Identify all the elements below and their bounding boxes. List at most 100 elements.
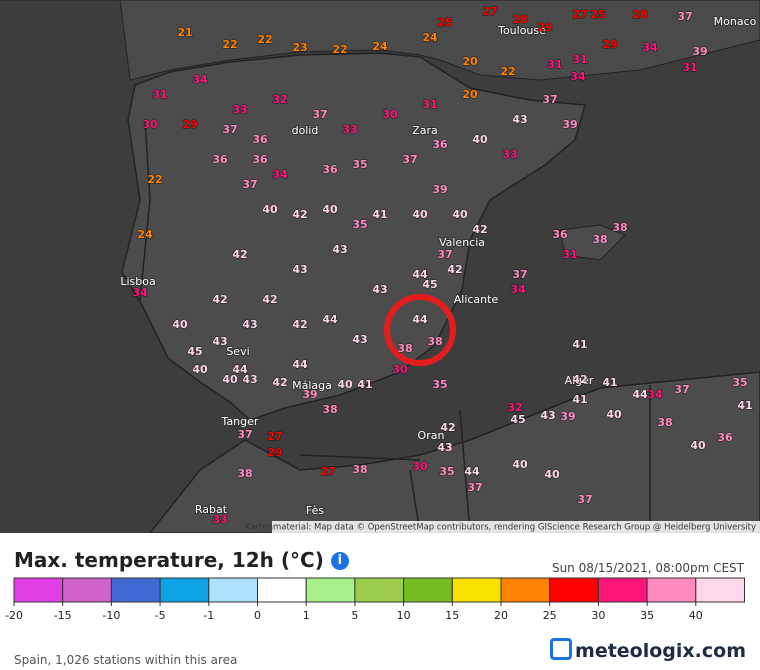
station-value: 43 xyxy=(372,283,387,296)
station-value: 27 xyxy=(482,5,497,18)
legend-label: 10 xyxy=(397,609,411,622)
france-land xyxy=(0,0,760,81)
station-value: 34 xyxy=(272,168,288,181)
legend-swatch xyxy=(257,577,307,603)
station-value: 44 xyxy=(232,363,248,376)
title: Max. temperature, 12h (°C) i xyxy=(14,548,349,572)
legend-label: 15 xyxy=(445,609,459,622)
logo-text: meteologix.com xyxy=(575,640,746,662)
station-value: 31 xyxy=(547,58,562,71)
legend-swatch xyxy=(354,577,405,603)
station-value: 42 xyxy=(272,376,287,389)
legend-swatch xyxy=(549,577,599,603)
station-value: 31 xyxy=(572,53,587,66)
station-value: 29 xyxy=(537,21,552,34)
station-value: 37 xyxy=(512,268,527,281)
station-value: 41 xyxy=(572,393,587,406)
station-value: 29 xyxy=(182,118,197,131)
station-value: 42 xyxy=(232,248,247,261)
legend-label: 20 xyxy=(494,609,508,622)
station-value: 43 xyxy=(512,113,527,126)
attribution: Kartenmaterial: Map data © OpenStreetMap… xyxy=(245,523,756,533)
timestamp: Sun 08/15/2021, 08:00pm CEST xyxy=(551,561,744,575)
station-value: 44 xyxy=(322,313,338,326)
station-value: 42 xyxy=(572,373,587,386)
station-value: 29 xyxy=(267,446,282,459)
station-value: 36 xyxy=(252,153,268,166)
station-value: 28 xyxy=(632,8,647,21)
station-value: 37 xyxy=(467,481,482,494)
station-value: 34 xyxy=(642,41,658,54)
station-value: 25 xyxy=(437,16,452,29)
station-value: 29 xyxy=(602,38,617,51)
station-value: 39 xyxy=(562,118,577,131)
station-value: 27 xyxy=(267,430,282,443)
station-value: 30 xyxy=(392,363,408,376)
station-value: 31 xyxy=(682,61,697,74)
station-value: 28 xyxy=(512,13,527,26)
station-value: 35 xyxy=(352,158,367,171)
station-value: 30 xyxy=(382,108,398,121)
station-value: 41 xyxy=(372,208,387,221)
station-value: 37 xyxy=(577,493,592,506)
legend-label: -10 xyxy=(102,609,120,622)
legend-swatch xyxy=(208,577,259,603)
legend-swatch xyxy=(500,577,551,603)
legend-label: -5 xyxy=(155,609,166,622)
place-label: Oran xyxy=(418,429,445,442)
station-value: 33 xyxy=(212,513,227,526)
logo[interactable]: meteologix.com xyxy=(550,638,746,662)
highlight-circle xyxy=(384,294,456,366)
station-value: 39 xyxy=(302,388,317,401)
station-value: 38 xyxy=(352,463,367,476)
station-value: 38 xyxy=(612,221,627,234)
legend-swatch xyxy=(695,577,745,603)
station-value: 41 xyxy=(602,376,617,389)
station-value: 40 xyxy=(412,208,428,221)
station-value: 41 xyxy=(737,399,752,412)
station-value: 44 xyxy=(412,268,428,281)
station-value: 33 xyxy=(502,148,517,161)
station-value: 40 xyxy=(172,318,188,331)
station-value: 31 xyxy=(152,88,167,101)
station-value: 38 xyxy=(592,233,607,246)
station-value: 38 xyxy=(237,467,252,480)
station-value: 20 xyxy=(462,55,478,68)
legend-swatch xyxy=(305,577,356,603)
station-value: 40 xyxy=(512,458,528,471)
place-label: Alicante xyxy=(454,293,499,306)
station-value: 25 xyxy=(590,8,605,21)
iberia-land xyxy=(121,52,586,421)
station-value: 44 xyxy=(464,465,480,478)
place-label: Málaga xyxy=(292,379,332,392)
station-value: 31 xyxy=(422,98,437,111)
station-value: 37 xyxy=(222,123,237,136)
station-value: 37 xyxy=(437,248,452,261)
legend-label: 25 xyxy=(543,609,557,622)
station-value: 38 xyxy=(657,416,672,429)
place-label: dolid xyxy=(292,124,319,137)
info-icon[interactable]: i xyxy=(330,552,349,570)
station-value: 37 xyxy=(677,10,692,23)
station-value: 36 xyxy=(717,431,733,444)
footer-stations: Spain, 1,026 stations within this area xyxy=(14,653,238,667)
station-value: 37 xyxy=(542,93,557,106)
station-value: 38 xyxy=(322,403,337,416)
station-value: 40 xyxy=(222,373,238,386)
station-value: 44 xyxy=(292,358,308,371)
place-label: Alger xyxy=(565,374,594,387)
station-value: 35 xyxy=(432,378,447,391)
balearic-land xyxy=(559,224,626,261)
station-value: 35 xyxy=(439,465,454,478)
station-value: 20 xyxy=(462,88,478,101)
legend-swatch xyxy=(110,577,161,603)
station-value: 41 xyxy=(572,338,587,351)
station-value: 34 xyxy=(510,283,526,296)
station-value: 43 xyxy=(437,441,452,454)
station-value: 37 xyxy=(402,153,417,166)
station-value: 40 xyxy=(472,133,488,146)
station-value: 24 xyxy=(372,40,388,53)
station-value: 21 xyxy=(177,26,192,39)
